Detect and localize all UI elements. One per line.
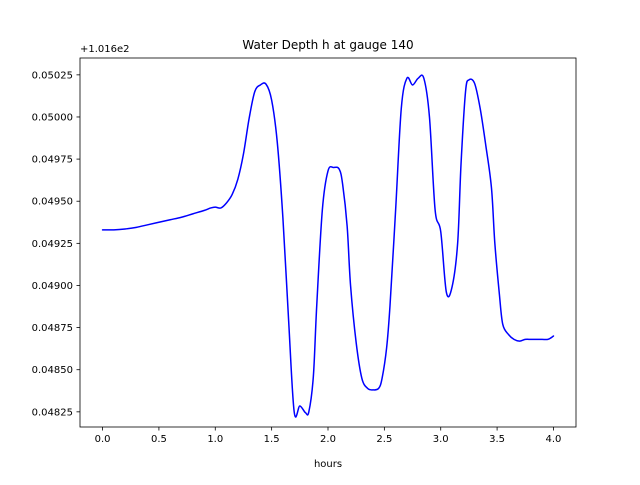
chart-title: Water Depth h at gauge 140: [242, 38, 413, 52]
water-depth-series-line: [101, 74, 555, 418]
y-tick-label: 0.04950: [32, 197, 73, 208]
y-axis-offset-label: +1.016e2: [80, 44, 130, 55]
y-tick-label: 0.04975: [32, 155, 73, 166]
x-tick-label: 4.0: [546, 434, 562, 445]
y-tick-label: 0.05025: [32, 70, 73, 81]
y-tick-label: 0.04925: [32, 239, 73, 250]
plot-area: [101, 74, 555, 418]
x-axis-label: hours: [314, 459, 342, 470]
x-tick-label: 2.5: [376, 434, 392, 445]
y-tick-label: 0.04850: [32, 365, 73, 376]
y-tick-label: 0.05000: [32, 112, 73, 123]
x-tick-label: 0.5: [151, 434, 167, 445]
y-tick-label: 0.04875: [32, 323, 73, 334]
x-tick-label: 1.5: [264, 434, 280, 445]
y-tick-label: 0.04825: [32, 407, 73, 418]
x-tick-label: 3.5: [489, 434, 505, 445]
x-tick-label: 2.0: [320, 434, 336, 445]
x-axis: 0.0 0.5 1.0 1.5 2.0 2.5 3.0 3.5 4.0: [95, 427, 562, 445]
y-axis: 0.04825 0.04850 0.04875 0.04900 0.04925 0.049…: [32, 70, 80, 418]
x-tick-label: 1.0: [207, 434, 223, 445]
x-tick-label: 0.0: [95, 434, 111, 445]
y-tick-label: 0.04900: [32, 281, 73, 292]
x-tick-label: 3.0: [433, 434, 449, 445]
axes-frame: [79, 57, 577, 428]
